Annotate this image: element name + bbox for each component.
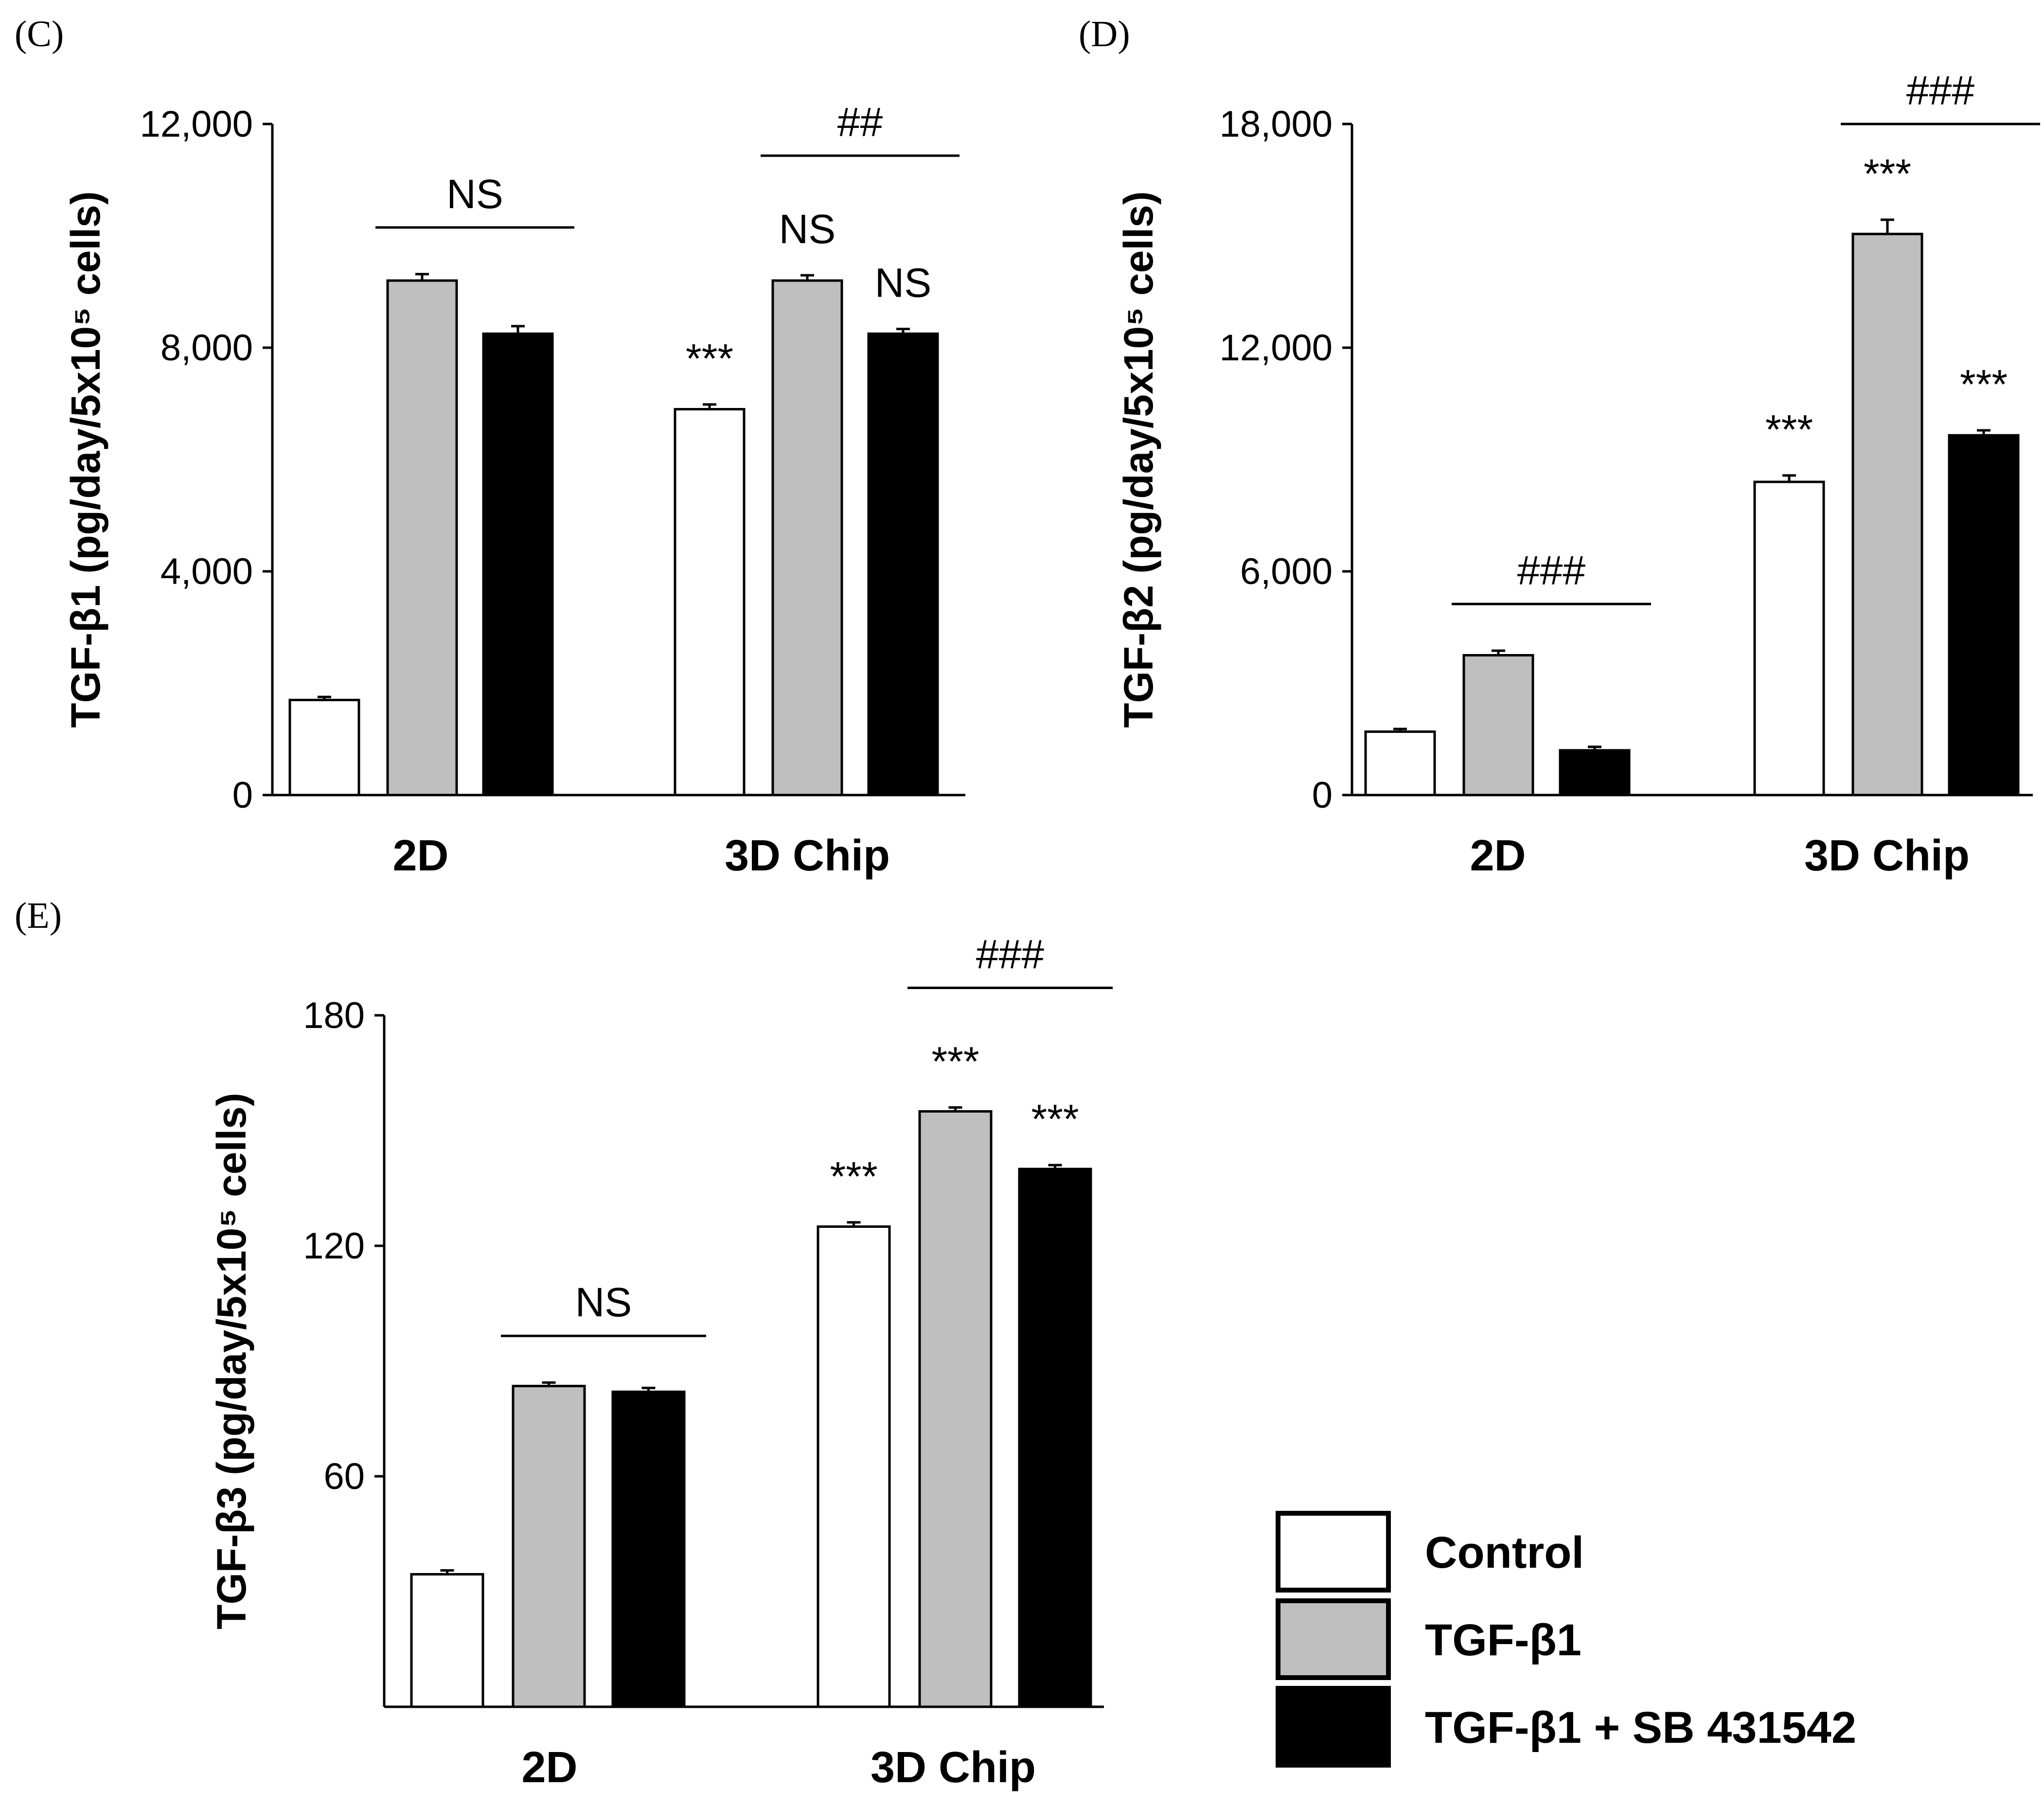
category-label-2d: 2D bbox=[1470, 832, 1526, 880]
bar-control-3d-chip bbox=[674, 408, 746, 797]
bar-tgf-1-sb-431542-3d-chip bbox=[867, 332, 939, 797]
bar-tgf-1-sb-431542-2d bbox=[482, 332, 554, 797]
y-tick-label: 60 bbox=[323, 1456, 365, 1497]
bracket-label: NS bbox=[575, 1279, 632, 1325]
error-bar bbox=[948, 1106, 962, 1112]
bar-tgf-1-3d-chip bbox=[1851, 232, 1923, 797]
y-tick-label: 0 bbox=[232, 775, 253, 816]
error-bar bbox=[847, 1221, 861, 1227]
error-bar bbox=[1977, 429, 1991, 436]
category-label-3d-chip: 3D Chip bbox=[871, 1743, 1036, 1792]
bar-tgf-1-sb-431542-2d bbox=[611, 1390, 686, 1708]
legend-label-control: Control bbox=[1425, 1528, 1584, 1577]
legend-swatch-control bbox=[1276, 1511, 1391, 1593]
y-tick-label: 4,000 bbox=[160, 551, 253, 592]
bar-tgf-1-2d bbox=[386, 279, 458, 797]
bracket-label: ### bbox=[1517, 548, 1585, 593]
y-tick-label: 18,000 bbox=[1220, 104, 1333, 145]
y-axis-title: TGF-β3 (pg/day/5x10⁵ cells) bbox=[209, 1093, 254, 1629]
bar-control-2d bbox=[1364, 730, 1436, 797]
bar-control-2d bbox=[288, 699, 360, 797]
legend-label-tgf-1: TGF-β1 bbox=[1425, 1615, 1582, 1665]
y-axis-title: TGF-β1 (pg/day/5x10⁵ cells) bbox=[63, 191, 108, 728]
panel-c: (C) 0 4,000 8,000 12,000 TGF-β1 (pg/day/5x10⁵… bbox=[15, 14, 965, 880]
legend-label-tgf-1-sb-431542: TGF-β1 + SB 431542 bbox=[1425, 1703, 1856, 1753]
y-tick-label: 0 bbox=[1312, 775, 1333, 816]
significance-label: NS bbox=[875, 260, 932, 306]
error-bar bbox=[1048, 1164, 1062, 1169]
error-bar bbox=[415, 273, 429, 281]
bar-tgf-1-2d bbox=[512, 1384, 586, 1708]
error-bar bbox=[703, 403, 716, 409]
bracket-label: ## bbox=[837, 99, 883, 145]
y-tick-label: 8,000 bbox=[160, 327, 253, 369]
significance-label: NS bbox=[779, 206, 836, 252]
significance-label: *** bbox=[1864, 151, 1911, 196]
category-label-3d-chip: 3D Chip bbox=[725, 832, 890, 880]
y-axis-title: TGF-β2 (pg/day/5x10⁵ cells) bbox=[1116, 191, 1161, 728]
y-tick-label: 180 bbox=[303, 995, 365, 1036]
bar-control-3d-chip bbox=[1753, 480, 1825, 797]
y-tick-label: 120 bbox=[303, 1225, 365, 1267]
bracket-label: ### bbox=[976, 932, 1044, 977]
bar-tgf-1-sb-431542-3d-chip bbox=[1018, 1168, 1092, 1708]
y-tick-label: 6,000 bbox=[1240, 551, 1333, 592]
error-bar bbox=[1393, 727, 1407, 732]
bracket-label: NS bbox=[446, 171, 503, 217]
error-bar bbox=[440, 1569, 454, 1575]
error-bar bbox=[800, 274, 814, 281]
significance-label: *** bbox=[686, 336, 733, 381]
significance-label: *** bbox=[1031, 1096, 1079, 1142]
bracket-label: ### bbox=[1906, 68, 1974, 113]
error-bar bbox=[896, 328, 910, 334]
error-bar bbox=[1492, 649, 1505, 655]
category-label-3d-chip: 3D Chip bbox=[1804, 832, 1970, 880]
error-bar bbox=[511, 325, 525, 334]
legend-swatch-tgf-1 bbox=[1276, 1598, 1391, 1680]
category-label-2d: 2D bbox=[392, 832, 448, 880]
bar-tgf-1-2d bbox=[1462, 654, 1534, 797]
legend-swatch-tgf-1-sb-431542 bbox=[1276, 1686, 1391, 1768]
panel-e: (E) 60 120 180 TGF-β3 (pg/day/5x10⁵ cells) 2D… bbox=[15, 895, 1113, 1792]
error-bar bbox=[1881, 218, 1894, 234]
panel-label: (C) bbox=[15, 14, 64, 54]
bar-control-3d-chip bbox=[817, 1225, 891, 1708]
bar-tgf-1-3d-chip bbox=[771, 279, 843, 797]
significance-label: *** bbox=[830, 1153, 877, 1199]
bar-tgf-1-sb-431542-3d-chip bbox=[1948, 434, 2020, 797]
error-bar bbox=[1782, 474, 1796, 482]
y-tick-label: 12,000 bbox=[1220, 327, 1333, 369]
significance-label: *** bbox=[931, 1039, 979, 1084]
panel-d: (D) 0 6,000 12,000 18,000 TGF-β2 (pg/day/5x10… bbox=[1079, 14, 2040, 880]
bar-tgf-1-3d-chip bbox=[918, 1110, 993, 1708]
y-tick-label: 12,000 bbox=[140, 104, 253, 145]
bar-tgf-1-sb-431542-2d bbox=[1559, 749, 1631, 797]
legend: Control TGF-β1 TGF-β1 + SB 431542 bbox=[1276, 1511, 1856, 1768]
category-label-2d: 2D bbox=[521, 1743, 577, 1792]
error-bar bbox=[641, 1386, 656, 1392]
panel-label: (E) bbox=[15, 895, 62, 936]
significance-label: *** bbox=[1765, 407, 1813, 452]
bar-control-2d bbox=[410, 1573, 484, 1708]
panel-label: (D) bbox=[1079, 14, 1130, 54]
error-bar bbox=[1588, 745, 1601, 750]
significance-label: *** bbox=[1960, 361, 2008, 407]
error-bar bbox=[318, 695, 331, 700]
error-bar bbox=[542, 1381, 556, 1386]
